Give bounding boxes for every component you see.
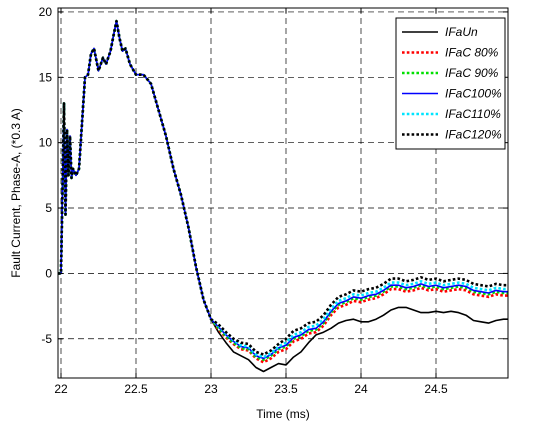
series-line-ifac-80- — [58, 19, 508, 364]
series-line-ifac100- — [58, 20, 508, 360]
x-tick-label: 24 — [354, 382, 368, 396]
series-line-ifac120- — [58, 19, 508, 356]
x-tick-label: 23.5 — [274, 382, 298, 396]
y-tick-label: 10 — [39, 136, 53, 150]
y-tick-label: 15 — [39, 70, 53, 84]
axis-ticks: 22 22.5 23 23.5 24 24.5 -5 0 5 10 15 20 — [39, 5, 508, 396]
legend-label: IFaC120% — [445, 128, 502, 142]
y-tick-label: 5 — [45, 201, 52, 215]
x-axis-label: Time (ms) — [256, 407, 310, 421]
grid-lines — [58, 8, 508, 378]
y-tick-label: 0 — [45, 266, 52, 280]
plot-frame — [57, 7, 509, 379]
legend-label: IFaC 90% — [445, 66, 499, 80]
legend-box — [395, 17, 506, 150]
x-tick-label: 24.5 — [424, 382, 448, 396]
series-line-ifac-90- — [58, 19, 508, 361]
legend-label: IFaC110% — [445, 107, 501, 121]
legend-label: IFaC100% — [445, 87, 502, 101]
x-tick-label: 23 — [204, 382, 218, 396]
x-tick-label: 22.5 — [124, 382, 148, 396]
legend: IFaUn IFaC 80% IFaC 90% IFaC100% IFaC110% IFa… — [395, 17, 506, 150]
series-layer — [58, 19, 508, 373]
x-tick-label: 22 — [54, 382, 68, 396]
y-axis-label: Fault Current, Phase-A, (*0.3 A) — [9, 108, 23, 277]
legend-label: IFaC 80% — [445, 46, 499, 60]
y-tick-label: -5 — [41, 332, 52, 346]
legend-label: IFaUn — [445, 25, 478, 39]
y-tick-label: 20 — [39, 5, 53, 19]
